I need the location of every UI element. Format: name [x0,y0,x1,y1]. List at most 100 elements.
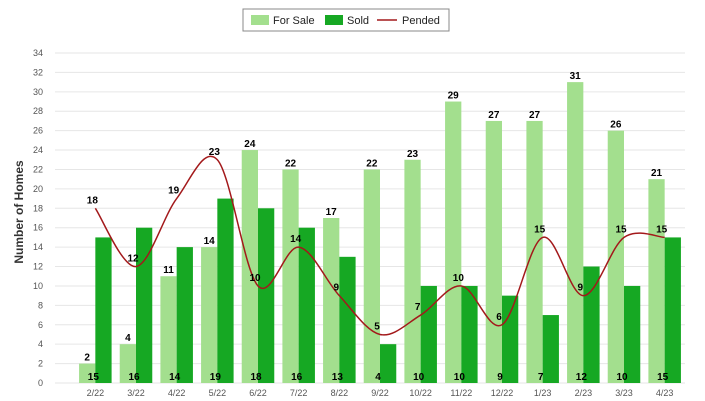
bar-for-sale [160,276,177,383]
data-label-for-sale: 29 [448,91,460,102]
data-label-for-sale: 26 [610,120,622,131]
x-tick-label: 12/22 [491,388,514,398]
data-label-for-sale: 11 [163,265,174,276]
data-label-for-sale: 22 [366,158,378,169]
data-label-sold: 18 [250,372,262,383]
y-tick-label: 30 [33,87,43,97]
bar-for-sale [79,363,96,383]
y-tick-label: 26 [33,126,43,136]
y-tick-label: 8 [38,300,43,310]
legend-label-pended: Pended [402,15,440,27]
y-tick-label: 10 [33,281,43,291]
bar-for-sale [445,101,462,383]
bar-for-sale [648,179,665,383]
y-tick-label: 32 [33,67,43,77]
data-label-for-sale: 27 [529,110,541,121]
y-axis-label: Number of Homes [12,160,26,264]
y-tick-label: 14 [33,242,43,252]
data-label-sold: 12 [576,372,588,383]
y-tick-label: 34 [33,48,43,58]
legend-label-for-sale: For Sale [273,15,315,27]
data-label-for-sale: 23 [407,149,419,160]
data-label-pended: 19 [168,186,180,197]
data-label-pended: 5 [374,321,380,332]
bar-sold [380,344,397,383]
data-label-for-sale: 27 [488,110,500,121]
x-tick-labels: 2/22 3/22 4/22 5/22 6/22 7/22 8/22 9/22 10/22 11/… [87,388,674,398]
x-tick-label: 5/22 [209,388,227,398]
data-label-sold: 10 [413,372,425,383]
x-tick-label: 11/22 [450,388,472,398]
x-tick-label: 2/22 [87,388,105,398]
bar-sold [339,256,356,383]
y-tick-label: 20 [33,184,43,194]
data-label-pended: 10 [453,273,465,284]
data-label-for-sale: 17 [326,207,338,218]
bar-sold [624,285,641,383]
data-label-for-sale: 31 [570,71,582,82]
y-tick-label: 12 [33,262,43,272]
y-tick-label: 22 [33,164,43,174]
data-label-pended: 14 [290,234,302,245]
y-tick-label: 16 [33,223,43,233]
y-tick-label: 2 [38,359,43,369]
data-label-pended: 12 [127,254,139,265]
legend-box [242,8,450,32]
data-label-sold: 16 [291,372,303,383]
x-tick-label: 4/22 [168,388,186,398]
legend-swatch-for-sale [251,15,269,25]
x-tick-label: 10/22 [409,388,432,398]
data-label-sold: 15 [657,372,669,383]
bar-sold [136,227,153,383]
data-label-for-sale: 4 [125,333,131,344]
y-tick-label: 18 [33,203,43,213]
x-tick-label: 4/23 [656,388,674,398]
data-label-pended: 23 [209,147,221,158]
bar-for-sale [607,130,624,383]
pended-line [94,155,665,336]
bars [79,82,681,384]
x-tick-label: 7/22 [290,388,308,398]
x-tick-label: 2/23 [575,388,593,398]
x-tick-label: 9/22 [371,388,389,398]
data-label-pended: 10 [249,273,261,284]
bar-for-sale [119,344,136,383]
data-label-for-sale: 2 [84,353,90,364]
pended-line-group [94,155,665,336]
data-label-sold: 9 [497,372,503,383]
data-label-pended: 18 [87,195,99,206]
bar-sold [176,247,193,383]
data-label-sold: 15 [88,372,100,383]
bar-sold [583,266,600,383]
bar-for-sale [282,169,299,383]
data-label-sold: 10 [616,372,628,383]
bar-sold [542,315,559,383]
x-tick-label: 6/22 [249,388,267,398]
bar-sold [298,227,315,383]
bar-for-sale [201,247,218,383]
y-tick-label: 24 [33,145,43,155]
legend-swatch-sold [325,15,343,25]
data-label-sold: 13 [332,372,344,383]
data-label-sold: 19 [210,372,222,383]
data-label-pended: 9 [334,283,340,294]
data-label-pended: 15 [534,224,546,235]
bar-for-sale [323,218,340,383]
data-label-sold: 16 [128,372,140,383]
data-label-pended: 15 [656,224,668,235]
bar-for-sale [363,169,380,383]
y-tick-label: 4 [38,339,43,349]
data-label-for-sale: 22 [285,158,297,169]
data-label-sold: 14 [169,372,181,383]
bar-for-sale [404,159,421,383]
y-tick-label: 6 [38,320,43,330]
bar-sold [258,208,275,383]
legend-label-sold: Sold [347,15,369,27]
x-tick-label: 3/23 [615,388,633,398]
data-label-pended: 9 [578,283,584,294]
data-label-for-sale: 14 [204,236,216,247]
bar-sold [217,198,234,383]
x-tick-label: 8/22 [331,388,349,398]
data-label-for-sale: 21 [651,168,663,179]
